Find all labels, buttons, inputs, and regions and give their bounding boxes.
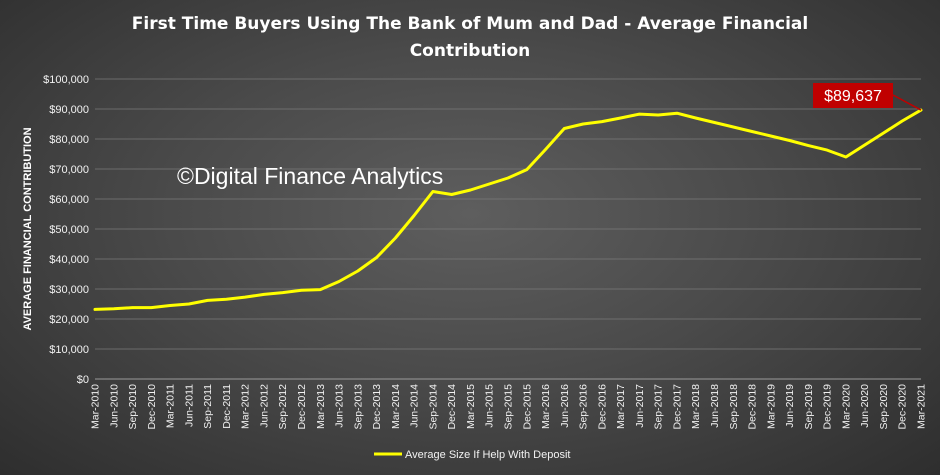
x-tick-label: Sep-2012 — [277, 384, 289, 430]
x-tick-label: Dec-2010 — [146, 384, 158, 430]
gridlines — [95, 78, 921, 380]
y-tick-label: $100,000 — [43, 74, 89, 86]
y-tick-label: $50,000 — [49, 224, 89, 236]
x-tick-label: Dec-2015 — [521, 384, 533, 430]
x-tick-label: Jun-2016 — [559, 384, 571, 428]
x-axis-ticks: Mar-2010 Jun-2010 Sep-2010 Dec-2010 Mar-2011… — [90, 384, 928, 430]
x-tick-label: Dec-2012 — [296, 384, 308, 430]
y-tick-label: $80,000 — [49, 134, 89, 146]
x-tick-label: Dec-2019 — [822, 384, 834, 430]
x-tick-label: Dec-2014 — [446, 384, 458, 430]
x-tick-label: Dec-2017 — [671, 384, 683, 430]
x-tick-label: Jun-2017 — [634, 384, 646, 428]
x-tick-label: Dec-2016 — [596, 384, 608, 430]
x-tick-label: Sep-2017 — [653, 384, 665, 430]
x-tick-label: Mar-2018 — [690, 384, 702, 429]
x-tick-label: Sep-2018 — [728, 384, 740, 430]
x-tick-label: Jun-2015 — [484, 384, 496, 428]
y-tick-label: $30,000 — [49, 284, 89, 296]
y-axis-ticks: $0 $10,000 $20,000 $30,000 $40,000 $50,000 $60… — [43, 74, 89, 386]
x-tick-label: Jun-2020 — [859, 384, 871, 428]
series-line — [93, 108, 923, 311]
value-callout: $89,637 — [813, 83, 922, 111]
x-tick-label: Jun-2018 — [709, 384, 721, 428]
x-tick-label: Mar-2017 — [615, 384, 627, 429]
x-tick-label: Sep-2020 — [878, 384, 890, 430]
x-tick-label: Mar-2016 — [540, 384, 552, 429]
x-tick-label: Mar-2013 — [315, 384, 327, 429]
x-tick-label: Sep-2010 — [127, 384, 139, 430]
x-tick-label: Jun-2019 — [784, 384, 796, 428]
x-tick-label: Mar-2019 — [765, 384, 777, 429]
x-tick-label: Mar-2021 — [916, 384, 928, 429]
x-tick-label: Dec-2013 — [371, 384, 383, 430]
series — [93, 108, 923, 311]
x-tick-label: Sep-2016 — [578, 384, 590, 430]
x-tick-label: Sep-2013 — [352, 384, 364, 430]
x-tick-label: Mar-2020 — [840, 384, 852, 429]
y-axis-label: AVERAGE FINANCIAL CONTRIBUTION — [22, 127, 34, 330]
x-tick-label: Mar-2011 — [165, 384, 177, 428]
x-tick-label: Dec-2020 — [897, 384, 909, 430]
y-tick-label: $20,000 — [49, 314, 89, 326]
callout-box — [813, 83, 893, 108]
y-tick-label: $40,000 — [49, 254, 89, 266]
x-tick-label: Jun-2012 — [258, 384, 270, 428]
x-tick-label: Mar-2014 — [390, 384, 402, 429]
x-tick-label: Jun-2010 — [108, 384, 120, 428]
x-tick-label: Mar-2015 — [465, 384, 477, 429]
y-tick-label: $90,000 — [49, 104, 89, 116]
x-tick-label: Mar-2010 — [90, 384, 102, 429]
callout-leader-line — [892, 94, 922, 111]
chart-title-line-2: Contribution — [410, 41, 531, 61]
x-tick-label: Dec-2018 — [747, 384, 759, 430]
chart-title-line-1: First Time Buyers Using The Bank of Mum … — [132, 14, 808, 34]
legend: Average Size If Help With Deposit — [374, 449, 570, 461]
watermark: ©Digital Finance Analytics — [177, 163, 443, 189]
x-tick-label: Dec-2011 — [221, 384, 233, 429]
y-tick-label: $10,000 — [49, 344, 89, 356]
x-tick-label: Jun-2014 — [409, 384, 421, 428]
x-tick-label: Mar-2012 — [240, 384, 252, 429]
callout-label: $89,637 — [824, 88, 882, 105]
legend-label: Average Size If Help With Deposit — [405, 449, 570, 461]
chart-title: First Time Buyers Using The Bank of Mum … — [132, 14, 808, 61]
x-tick-label: Sep-2011 — [202, 384, 214, 429]
y-tick-label: $70,000 — [49, 164, 89, 176]
x-tick-label: Sep-2015 — [503, 384, 515, 430]
x-tick-label: Sep-2014 — [427, 384, 439, 430]
x-tick-label: Jun-2011 — [183, 384, 195, 427]
x-tick-label: Sep-2019 — [803, 384, 815, 430]
y-tick-label: $60,000 — [49, 194, 89, 206]
y-tick-label: $0 — [77, 374, 89, 386]
x-tick-label: Jun-2013 — [334, 384, 346, 428]
